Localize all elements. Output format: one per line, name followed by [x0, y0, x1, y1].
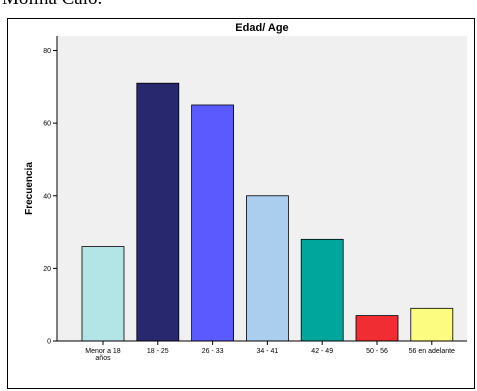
y-axis-label: Frecuencia: [24, 162, 35, 215]
bars-group: [81, 82, 454, 342]
y-tick-label: 0: [47, 339, 51, 346]
bar: [300, 238, 344, 342]
y-tick-label: 40: [43, 193, 51, 200]
x-tick-label: años: [95, 355, 111, 362]
bar: [245, 195, 289, 342]
bar: [410, 307, 454, 342]
bar: [81, 246, 125, 342]
figure-caption: Molina Calo.: [2, 0, 102, 10]
chart-title: Edad/ Age: [235, 22, 288, 34]
bar: [355, 315, 399, 342]
y-tick-label: 20: [43, 266, 51, 273]
x-tick-label: 18 - 25: [147, 348, 169, 355]
y-tick-label: 60: [43, 121, 51, 128]
y-tick-label: 80: [43, 48, 51, 55]
x-tick-label: 56 en adelante: [409, 348, 455, 355]
y-axis: 0 20 40 60 80: [43, 36, 58, 346]
x-tick-label: 42 - 49: [311, 348, 333, 355]
bar: [136, 82, 180, 342]
x-tick-label: 34 - 41: [257, 348, 279, 355]
x-tick-label: Menor a 18: [85, 348, 121, 355]
x-tick-label: 50 - 56: [366, 348, 388, 355]
bar: [191, 104, 235, 342]
x-tick-label: 26 - 33: [202, 348, 224, 355]
